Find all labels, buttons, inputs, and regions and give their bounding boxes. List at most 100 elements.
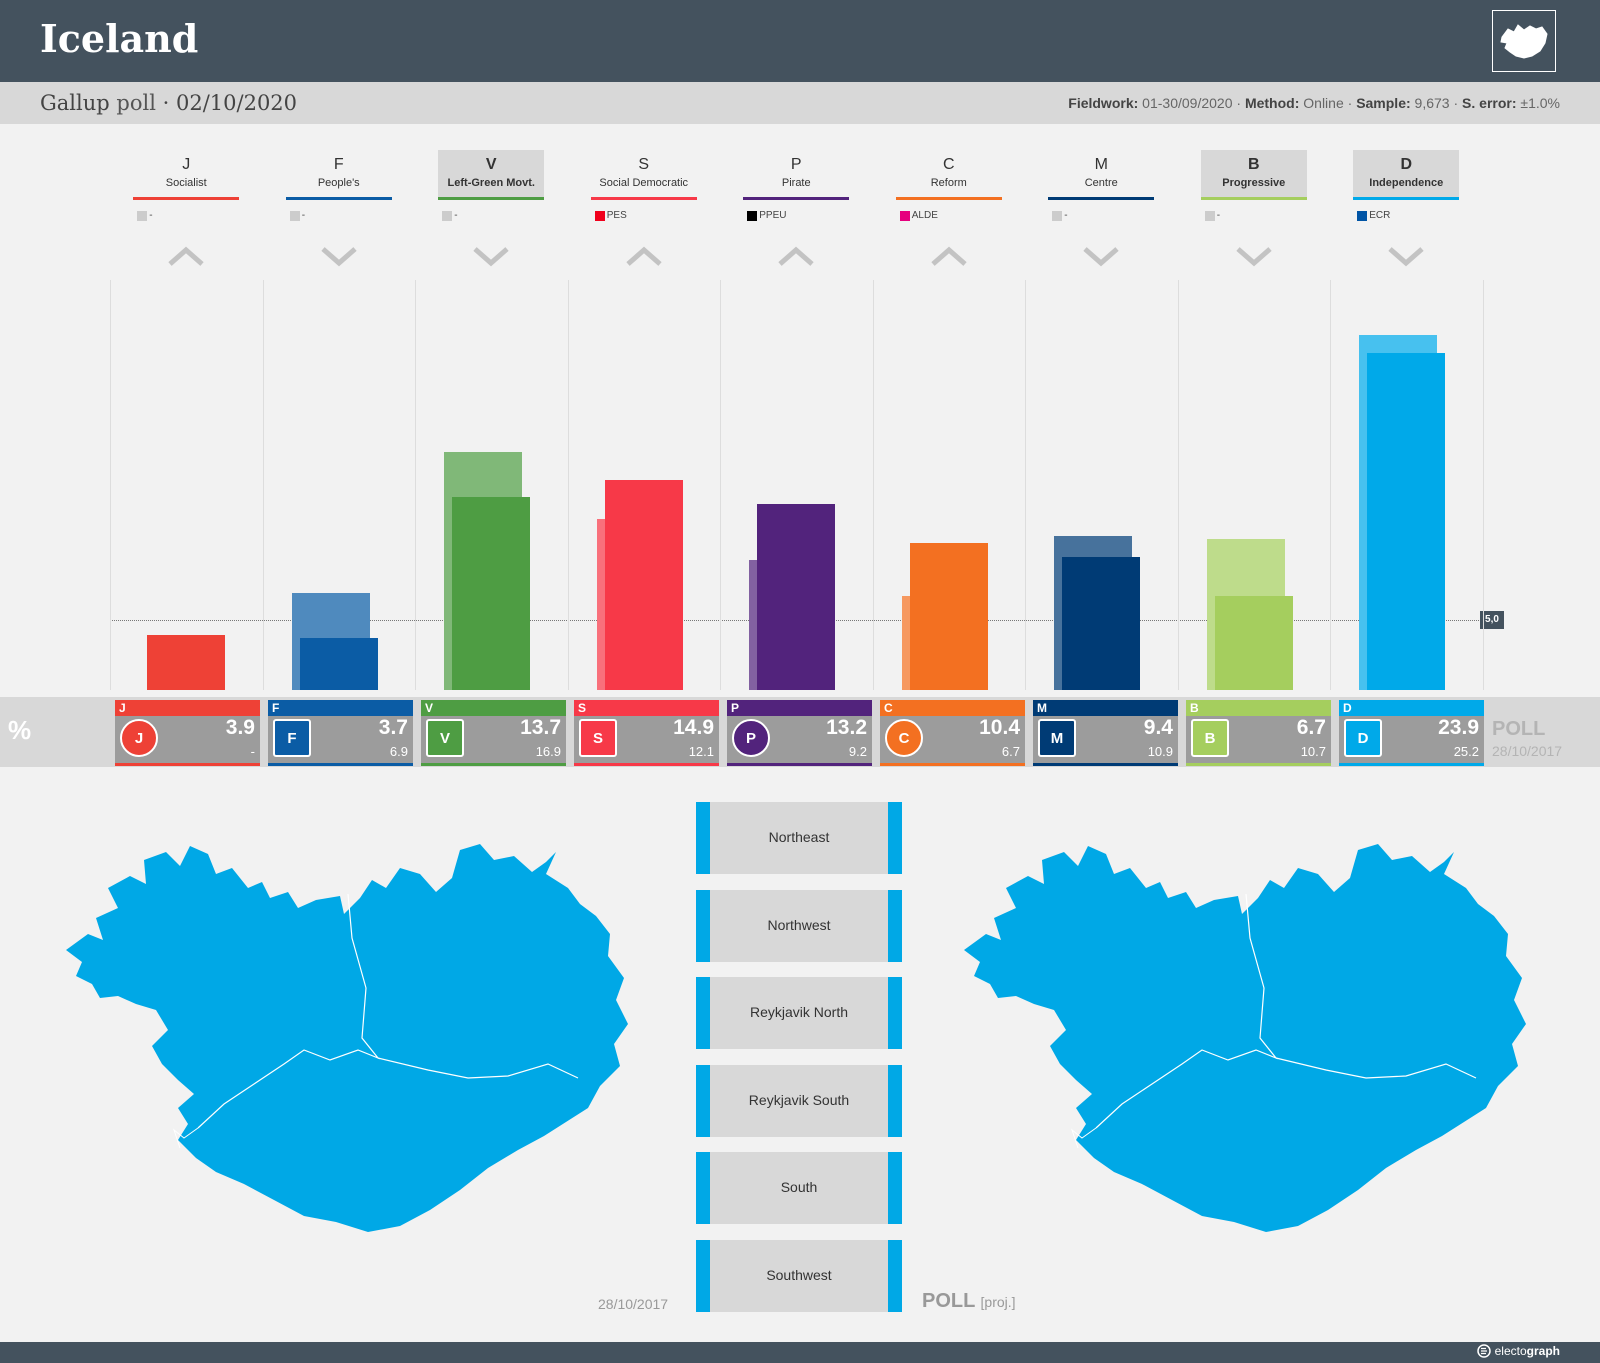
party-color-underline: [1200, 197, 1307, 200]
party-header-v: V Left-Green Movt.: [438, 150, 545, 200]
brand-light: electo: [1494, 1344, 1527, 1358]
party-header-b: B Progressive: [1200, 150, 1307, 200]
eu-group-name: -: [1064, 210, 1068, 221]
bar-poll-d: [1367, 353, 1446, 690]
eu-group-label: -: [1204, 210, 1220, 221]
card-bottom-bar: [1186, 763, 1331, 766]
error-value: ±1.0%: [1520, 95, 1560, 111]
constituency-border: [1275, 1057, 1477, 1079]
method-value: Online: [1303, 95, 1344, 111]
grid-column-line: [1330, 280, 1331, 690]
result-card-j: J J 3.9 -: [115, 700, 260, 766]
party-name: Social Democratic: [599, 177, 689, 189]
logo-glyph: D: [1357, 729, 1369, 747]
eu-group-label: PPEU: [747, 210, 786, 221]
poll-metadata: Fieldwork: 01-30/09/2020 · Method: Onlin…: [1068, 95, 1560, 111]
party-header-s: S Social Democratic: [590, 150, 697, 200]
region-label: Northeast: [768, 829, 830, 845]
party-letter: J: [182, 156, 191, 173]
iceland-map-poll: [964, 844, 1526, 1232]
trend-up-icon: [931, 246, 967, 266]
bar-poll-c: [909, 543, 988, 690]
party-header-f: F People's: [285, 150, 392, 200]
region-label: South: [780, 1179, 818, 1195]
eu-group-swatch: [747, 210, 758, 221]
region-button-south[interactable]: South: [696, 1152, 902, 1224]
eu-group-name: -: [149, 210, 153, 221]
eu-group-name: -: [301, 210, 306, 221]
party-header-p: P Pirate: [743, 150, 850, 200]
poll-value: 13.2: [826, 716, 867, 739]
logo-glyph: P: [745, 729, 756, 747]
region-accent-right: [888, 977, 902, 1049]
eu-group-swatch: [1204, 210, 1215, 221]
fieldwork-value: 01-30/09/2020: [1142, 95, 1233, 111]
eu-group-label: -: [289, 210, 306, 221]
card-letter: F: [272, 701, 280, 715]
card-bottom-bar: [268, 763, 413, 766]
method-label: Method:: [1244, 95, 1300, 111]
party-name: Independence: [1369, 177, 1444, 189]
eu-group-label: -: [1052, 210, 1068, 221]
grid-column-line: [415, 280, 416, 690]
result-card-s: S S 14.9 12.1: [574, 700, 719, 766]
region-button-reykjavik-south[interactable]: Reykjavik South: [696, 1064, 902, 1137]
threshold-label: 5,0: [1480, 610, 1504, 629]
left-green-v-icon: V: [426, 719, 464, 757]
region-button-northwest[interactable]: Northwest: [696, 889, 902, 962]
pollster-name: Gallup: [40, 91, 110, 115]
region-accent-right: [888, 889, 902, 962]
footer-bar: electo graph: [0, 1342, 1600, 1363]
region-button-reykjavik-north[interactable]: Reykjavik North: [696, 977, 902, 1049]
eu-group-name: PPEU: [759, 210, 787, 221]
party-letter: P: [790, 156, 802, 173]
brand-logo: electo graph: [1476, 1344, 1560, 1358]
party-letter: C: [942, 156, 955, 173]
meta-dot: ·: [1236, 95, 1242, 111]
region-accent-left: [696, 889, 710, 962]
eu-group-swatch: [594, 210, 605, 221]
eu-group-swatch: [137, 210, 148, 221]
poll-map-label: POLL [proj.]: [922, 1290, 1016, 1313]
constituency-border: [1095, 893, 1278, 1129]
party-name: Progressive: [1222, 177, 1286, 189]
poll-value: 3.9: [225, 716, 255, 739]
party-color-underline: [895, 197, 1002, 200]
centre-horse-icon: M: [1038, 719, 1076, 757]
fieldwork-label: Fieldwork:: [1068, 95, 1139, 111]
eu-group-label: ALDE: [899, 210, 938, 221]
region-accent-right: [888, 1152, 902, 1224]
grid-column-line: [110, 280, 111, 690]
region-accent-right: [888, 1239, 902, 1312]
party-color-underline: [590, 197, 697, 200]
reform-c-icon: C: [885, 719, 923, 757]
eu-group-label: PES: [594, 210, 627, 221]
card-color-bar: M: [1033, 700, 1178, 716]
result-card-v: V V 13.7 16.9: [421, 700, 566, 766]
card-color-bar: P: [727, 700, 872, 716]
result-card-p: P P 13.2 9.2: [727, 700, 872, 766]
poll-value: 23.9: [1438, 716, 1479, 739]
region-button-southwest[interactable]: Southwest: [696, 1239, 902, 1312]
region-label: Reykjavik South: [748, 1091, 850, 1108]
card-color-bar: B: [1186, 700, 1331, 716]
logo-glyph: B: [1204, 729, 1216, 747]
constituency-border: [197, 893, 380, 1129]
poll-map-title: POLL: [922, 1290, 975, 1312]
people-bird-icon: F: [273, 719, 311, 757]
eu-group-swatch: [899, 210, 910, 221]
constituency-border: [377, 1057, 579, 1079]
party-letter: F: [333, 156, 344, 173]
poll-value: 13.7: [520, 716, 561, 739]
card-bottom-bar: [1339, 763, 1484, 766]
trend-down-icon: [321, 247, 357, 267]
card-color-bar: F: [268, 700, 413, 716]
eu-group-label: -: [137, 210, 153, 221]
card-letter: V: [425, 701, 434, 715]
eu-group-swatch: [442, 210, 453, 221]
region-button-northeast[interactable]: Northeast: [696, 802, 902, 874]
eu-group-name: PES: [606, 210, 627, 221]
socialist-star-icon: J: [120, 719, 158, 757]
party-color-underline: [438, 197, 545, 200]
iceland-outline-icon: [1492, 10, 1556, 72]
